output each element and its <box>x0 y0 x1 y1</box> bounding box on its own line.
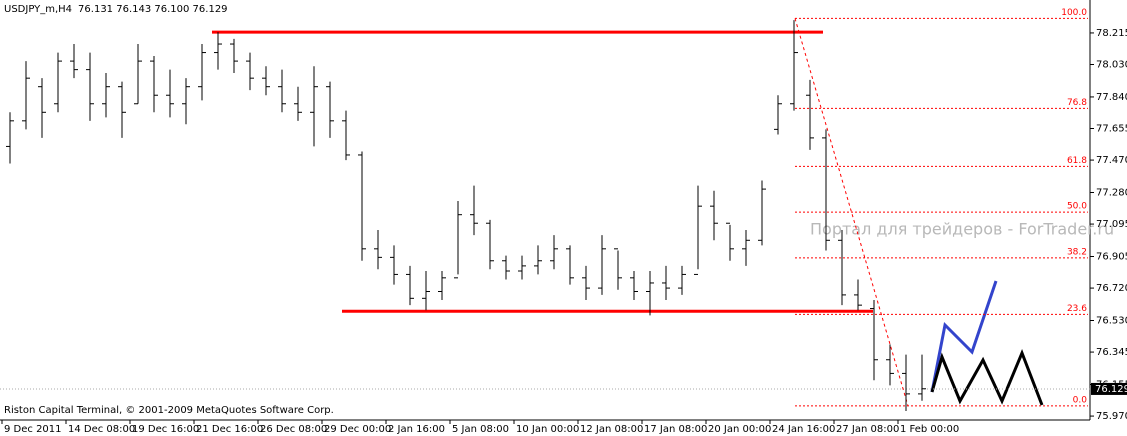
x-tick-label: 26 Dec 08:00 <box>260 424 327 435</box>
y-tick-label: 78.030 <box>1096 60 1127 71</box>
y-tick-label: 77.655 <box>1096 124 1127 135</box>
projection-black <box>930 348 1044 406</box>
header: USDJPY_m,H4 76.131 76.143 76.100 76.129 <box>4 4 228 15</box>
fib-trendline <box>794 18 909 406</box>
price-box <box>1091 382 1127 395</box>
x-tick-label: 17 Jan 08:00 <box>644 424 707 435</box>
fib-label: 61.8 <box>1067 156 1087 166</box>
y-tick-label: 76.905 <box>1096 252 1127 263</box>
y-tick-label: 75.970 <box>1096 411 1127 422</box>
x-tick-label: 2 Jan 16:00 <box>388 424 445 435</box>
fib-label: 100.0 <box>1061 8 1087 18</box>
y-tick-label: 76.530 <box>1096 316 1127 327</box>
x-tick-label: 19 Dec 16:00 <box>132 424 199 435</box>
fib-label: 38.2 <box>1067 247 1087 257</box>
fib-label: 76.8 <box>1067 98 1087 108</box>
y-tick-label: 78.215 <box>1096 28 1127 39</box>
y-tick-label: 77.470 <box>1096 155 1127 166</box>
x-tick-label: 9 Dec 2011 <box>4 424 62 435</box>
y-tick-label: 77.095 <box>1096 219 1127 230</box>
fib-label: 0.0 <box>1073 395 1088 405</box>
x-tick-label: 5 Jan 08:00 <box>452 424 509 435</box>
x-tick-label: 21 Dec 16:00 <box>196 424 263 435</box>
projection-blue <box>930 280 998 393</box>
x-tick-label: 24 Jan 16:00 <box>772 424 835 435</box>
fib-label: 23.6 <box>1067 304 1087 314</box>
x-tick-label: 1 Feb 00:00 <box>900 424 959 435</box>
x-tick-label: 10 Jan 00:00 <box>516 424 579 435</box>
symbol: USDJPY_m,H4 <box>4 4 72 15</box>
y-tick-label: 76.345 <box>1096 347 1127 358</box>
x-tick-label: 27 Jan 08:00 <box>836 424 899 435</box>
x-tick-label: 14 Dec 08:00 <box>68 424 135 435</box>
price-label: 76.129 <box>1095 384 1127 395</box>
fib-label: 50.0 <box>1067 202 1087 212</box>
y-tick-label: 77.280 <box>1096 188 1127 199</box>
x-tick-label: 20 Jan 00:00 <box>708 424 771 435</box>
footer: Riston Capital Terminal, © 2001-2009 Met… <box>4 405 334 416</box>
quote: 76.131 76.143 76.100 76.129 <box>78 4 228 15</box>
y-tick-label: 77.840 <box>1096 92 1127 103</box>
y-tick-label: 76.720 <box>1096 283 1127 294</box>
x-tick-label: 29 Dec 00:00 <box>324 424 391 435</box>
watermark: Портал для трейдеров - ForTrader.ru <box>810 220 1114 239</box>
x-tick-label: 12 Jan 08:00 <box>580 424 643 435</box>
